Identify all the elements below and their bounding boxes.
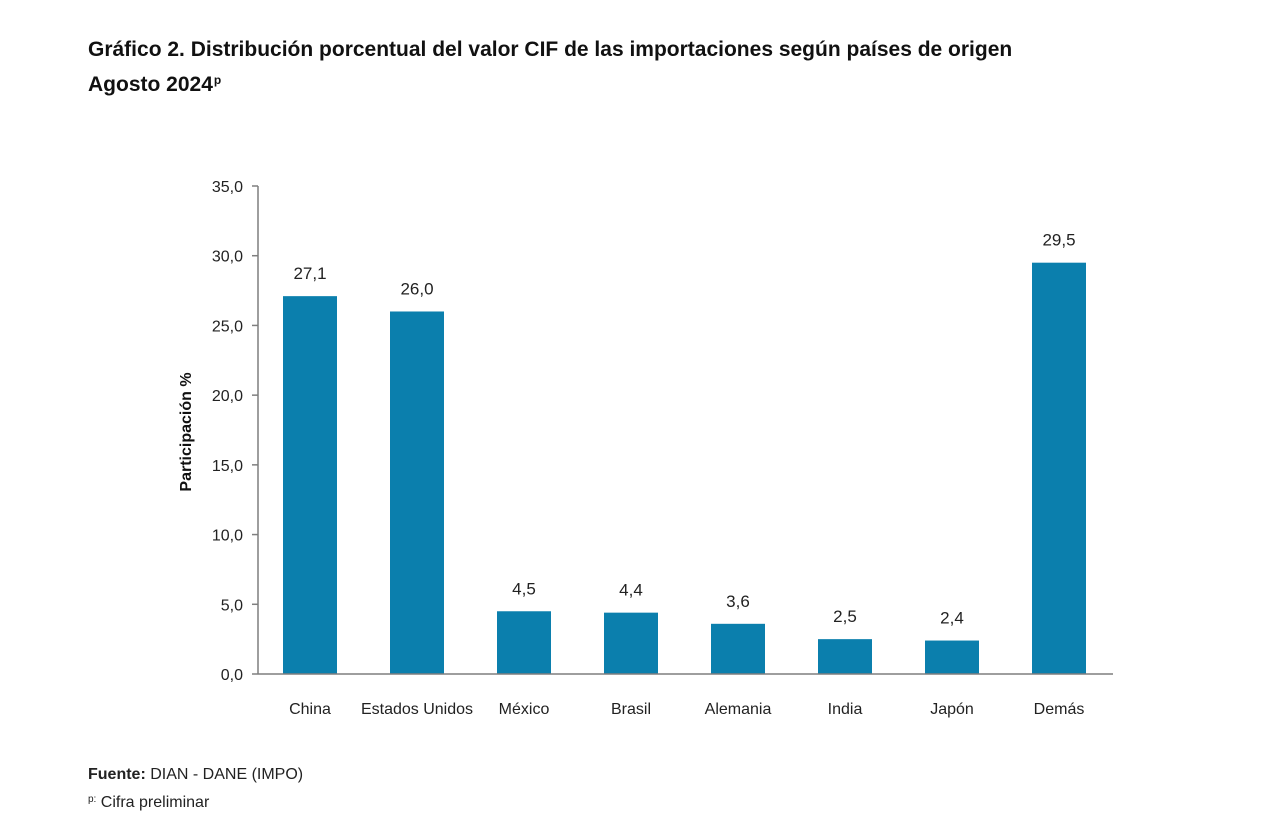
chart-title-block: Gráfico 2. Distribución porcentual del v… — [88, 34, 1208, 100]
x-tick-label: Demás — [1034, 701, 1085, 718]
x-tick-label: Japón — [930, 701, 974, 718]
y-tick-label: 25,0 — [212, 318, 243, 335]
bar-6 — [818, 639, 872, 674]
y-tick-label: 0,0 — [221, 667, 243, 684]
preliminary-mark: p — [213, 73, 222, 87]
y-tick-label: 10,0 — [212, 528, 243, 545]
x-tick-label: Alemania — [705, 701, 772, 718]
y-tick-label: 35,0 — [212, 179, 243, 196]
y-tick-label: 30,0 — [212, 249, 243, 266]
x-tick-label: México — [499, 701, 550, 718]
source-text: DIAN - DANE (IMPO) — [150, 766, 304, 783]
bar-7 — [925, 640, 979, 674]
x-tick-label: China — [289, 701, 331, 718]
x-tick-label: Brasil — [611, 701, 651, 718]
x-tick-label: India — [828, 701, 863, 718]
bar-8 — [1032, 262, 1086, 674]
data-label: 29,5 — [1042, 231, 1075, 250]
y-tick-label: 5,0 — [221, 597, 243, 614]
data-label: 2,4 — [940, 609, 964, 628]
y-tick-label: 15,0 — [212, 458, 243, 475]
bar-5 — [711, 623, 765, 674]
bar-4 — [604, 612, 658, 674]
data-label: 4,4 — [619, 581, 643, 600]
bar-series — [283, 262, 1086, 674]
preliminary-note: p: Cifra preliminar — [88, 787, 303, 815]
chart-title: Gráfico 2. Distribución porcentual del v… — [88, 38, 1013, 61]
y-axis-ticks: 0,0 5,0 10,0 15,0 20,0 25,0 30,0 35,0 — [212, 179, 258, 684]
source-label: Fuente: — [88, 766, 146, 783]
chart-footer: Fuente: DIAN - DANE (IMPO) p: Cifra prel… — [88, 762, 303, 815]
bar-2 — [390, 311, 444, 674]
data-label: 2,5 — [833, 607, 857, 626]
x-axis-labels: China Estados Unidos México Brasil Alemania I… — [289, 701, 1084, 718]
note-text: Cifra preliminar — [100, 794, 210, 811]
y-axis-title: Participación % — [178, 372, 195, 491]
chart-subtitle-text: Agosto 2024 — [88, 73, 213, 96]
note-mark: p: — [88, 794, 97, 805]
bar-3 — [497, 611, 551, 674]
source-note: Fuente: DIAN - DANE (IMPO) — [88, 762, 303, 787]
data-label: 3,6 — [726, 592, 750, 611]
x-tick-label: Estados Unidos — [361, 701, 473, 718]
data-labels: 27,1 26,0 4,5 4,4 3,6 2,5 2,4 29,5 — [293, 231, 1075, 628]
data-label: 4,5 — [512, 579, 536, 598]
data-label: 27,1 — [293, 264, 326, 283]
chart-subtitle: Agosto 2024p — [88, 65, 1208, 100]
y-tick-label: 20,0 — [212, 388, 243, 405]
data-label: 26,0 — [400, 279, 433, 298]
bar-1 — [283, 296, 337, 674]
